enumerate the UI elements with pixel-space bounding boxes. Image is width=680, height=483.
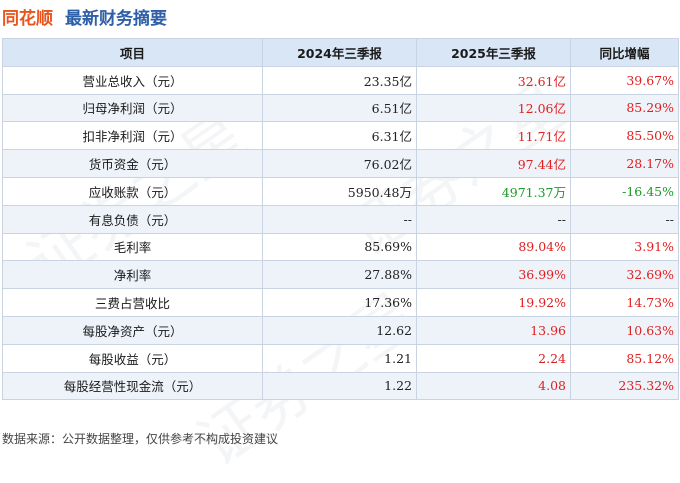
value-2025q3: 32.61亿 [416, 65, 571, 95]
page-title: 最新财务摘要 [65, 8, 167, 29]
column-header: 2024年三季报 [262, 38, 417, 67]
value-2024q3: 85.69% [262, 232, 417, 262]
metric-label: 每股净资产（元） [2, 315, 263, 345]
brand-logo: 同花顺 [2, 8, 53, 29]
value-2024q3: 23.35亿 [262, 65, 417, 95]
value-2024q3: 76.02亿 [262, 149, 417, 178]
metric-label: 三费占营收比 [2, 288, 263, 317]
yoy-change: 85.29% [570, 93, 679, 123]
metric-label: 营业总收入（元） [2, 65, 263, 95]
header: 同花顺 最新财务摘要 [2, 0, 167, 32]
value-2025q3: 11.71亿 [416, 121, 571, 151]
value-2025q3: 4971.37万 [416, 176, 571, 206]
value-2024q3: 5950.48万 [262, 176, 417, 206]
value-2025q3: 12.06亿 [416, 93, 571, 123]
value-2024q3: 12.62 [262, 315, 417, 345]
table-row: 三费占营收比 17.36% 19.92% 14.73% [2, 288, 679, 317]
value-2024q3: 27.88% [262, 260, 417, 290]
metric-label: 扣非净利润（元） [2, 121, 263, 151]
value-2024q3: 17.36% [262, 288, 417, 317]
table-row: 归母净利润（元） 6.51亿 12.06亿 85.29% [2, 93, 679, 123]
value-2024q3: 6.31亿 [262, 121, 417, 151]
metric-label: 净利率 [2, 260, 263, 290]
table-header-row: 项目 2024年三季报 2025年三季报 同比增幅 [2, 38, 679, 67]
yoy-change: -16.45% [570, 176, 679, 206]
yoy-change: 85.50% [570, 121, 679, 151]
value-2024q3: 6.51亿 [262, 93, 417, 123]
value-2024q3: -- [262, 204, 417, 234]
yoy-change: -- [570, 204, 679, 234]
value-2025q3: 97.44亿 [416, 149, 571, 178]
column-header: 2025年三季报 [416, 38, 571, 67]
table-row: 毛利率 85.69% 89.04% 3.91% [2, 232, 679, 262]
yoy-change: 14.73% [570, 288, 679, 317]
table-body: 营业总收入（元） 23.35亿 32.61亿 39.67% 归母净利润（元） 6.51亿 1… [2, 65, 679, 401]
metric-label: 每股经营性现金流（元） [2, 371, 263, 401]
table-row: 净利率 27.88% 36.99% 32.69% [2, 260, 679, 290]
value-2024q3: 1.21 [262, 343, 417, 373]
metric-label: 每股收益（元） [2, 343, 263, 373]
value-2025q3: 89.04% [416, 232, 571, 262]
table-row: 营业总收入（元） 23.35亿 32.61亿 39.67% [2, 65, 679, 95]
metric-label: 应收账款（元） [2, 176, 263, 206]
yoy-change: 3.91% [570, 232, 679, 262]
metric-label: 毛利率 [2, 232, 263, 262]
metric-label: 货币资金（元） [2, 149, 263, 178]
yoy-change: 28.17% [570, 149, 679, 178]
table-row: 每股收益（元） 1.21 2.24 85.12% [2, 343, 679, 373]
yoy-change: 32.69% [570, 260, 679, 290]
value-2025q3: -- [416, 204, 571, 234]
yoy-change: 10.63% [570, 315, 679, 345]
table-row: 每股经营性现金流（元） 1.22 4.08 235.32% [2, 371, 679, 401]
metric-label: 有息负债（元） [2, 204, 263, 234]
value-2024q3: 1.22 [262, 371, 417, 401]
table-row: 每股净资产（元） 12.62 13.96 10.63% [2, 315, 679, 345]
financial-summary-table: 项目 2024年三季报 2025年三季报 同比增幅 营业总收入（元） 23.35亿… [2, 38, 679, 401]
value-2025q3: 36.99% [416, 260, 571, 290]
yoy-change: 39.67% [570, 65, 679, 95]
table-row: 应收账款（元） 5950.48万 4971.37万 -16.45% [2, 176, 679, 206]
table-row: 货币资金（元） 76.02亿 97.44亿 28.17% [2, 149, 679, 178]
yoy-change: 85.12% [570, 343, 679, 373]
metric-label: 归母净利润（元） [2, 93, 263, 123]
column-header: 同比增幅 [570, 38, 679, 67]
value-2025q3: 19.92% [416, 288, 571, 317]
column-header: 项目 [2, 38, 263, 67]
value-2025q3: 2.24 [416, 343, 571, 373]
value-2025q3: 4.08 [416, 371, 571, 401]
table-row: 扣非净利润（元） 6.31亿 11.71亿 85.50% [2, 121, 679, 151]
value-2025q3: 13.96 [416, 315, 571, 345]
table-row: 有息负债（元） -- -- -- [2, 204, 679, 234]
yoy-change: 235.32% [570, 371, 679, 401]
data-source-note: 数据来源：公开数据整理，仅供参考不构成投资建议 [2, 432, 279, 446]
